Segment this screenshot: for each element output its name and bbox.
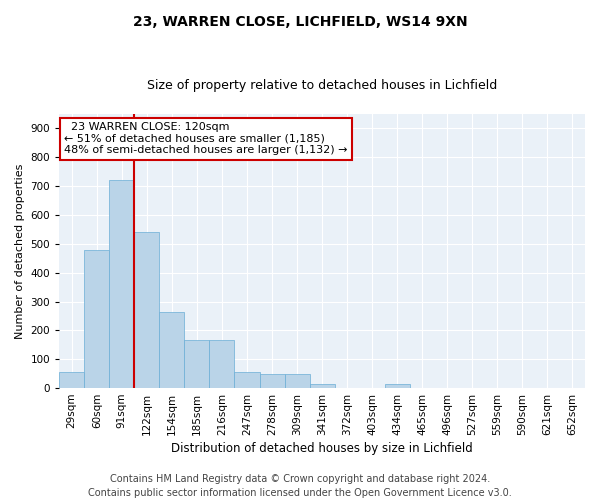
X-axis label: Distribution of detached houses by size in Lichfield: Distribution of detached houses by size … [171,442,473,455]
Bar [385,384,410,388]
Text: Contains HM Land Registry data © Crown copyright and database right 2024.
Contai: Contains HM Land Registry data © Crown c… [88,474,512,498]
Bar [284,374,310,388]
Bar [235,372,260,388]
Bar [310,384,335,388]
Bar [134,232,160,388]
Bar [109,180,134,388]
Title: Size of property relative to detached houses in Lichfield: Size of property relative to detached ho… [147,79,497,92]
Text: 23, WARREN CLOSE, LICHFIELD, WS14 9XN: 23, WARREN CLOSE, LICHFIELD, WS14 9XN [133,15,467,29]
Bar [59,372,84,388]
Bar [184,340,209,388]
Bar [209,340,235,388]
Bar [160,312,184,388]
Text: 23 WARREN CLOSE: 120sqm  
← 51% of detached houses are smaller (1,185)
48% of se: 23 WARREN CLOSE: 120sqm ← 51% of detache… [64,122,348,156]
Y-axis label: Number of detached properties: Number of detached properties [15,164,25,338]
Bar [260,374,284,388]
Bar [84,250,109,388]
